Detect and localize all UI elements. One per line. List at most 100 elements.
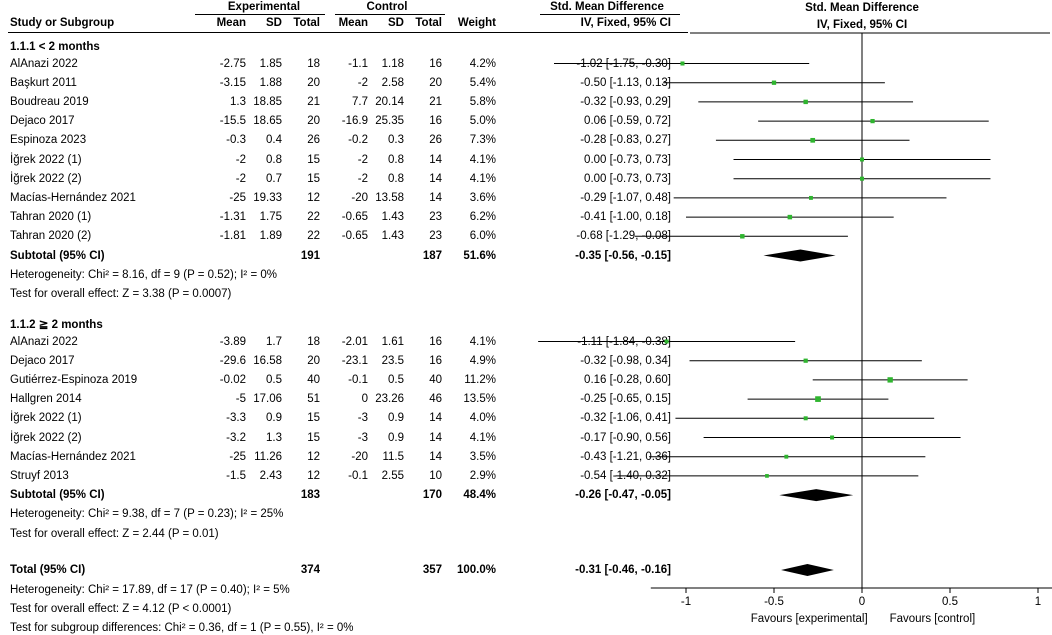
- experimental-sd: 0.4: [266, 134, 282, 147]
- weight: 2.9%: [469, 469, 496, 482]
- experimental-mean: -2: [235, 172, 246, 185]
- header-experimental-rule: [195, 14, 325, 15]
- heterogeneity: Heterogeneity: Chi² = 9.38, df = 7 (P = …: [10, 508, 284, 521]
- control-sd: 1.18: [381, 57, 404, 70]
- experimental-total: 22: [307, 230, 320, 243]
- weight: 4.1%: [469, 153, 496, 166]
- control-mean: -23.1: [341, 354, 368, 367]
- weight: 4.1%: [469, 335, 496, 348]
- control-total: 23: [429, 230, 442, 243]
- subtotal-control-total: 187: [422, 249, 442, 262]
- effect-marker: [784, 454, 789, 459]
- control-mean: -0.1: [348, 469, 368, 482]
- experimental-sd: 1.85: [259, 57, 282, 70]
- weight: 13.5%: [463, 393, 496, 406]
- header-mean1: Mean: [216, 17, 246, 29]
- study-name: Struyf 2013: [10, 469, 69, 482]
- subtotal-ci: -0.35 [-0.56, -0.15]: [575, 249, 671, 262]
- effect-ci: -0.32 [-0.98, 0.34]: [580, 354, 671, 367]
- study-name: Dejaco 2017: [10, 115, 75, 128]
- control-sd: 0.8: [388, 172, 404, 185]
- header-control-rule: [335, 14, 445, 15]
- study-name: Macías-Hernández 2021: [10, 191, 136, 204]
- effect-marker: [803, 416, 808, 421]
- control-sd: 0.9: [388, 431, 404, 444]
- study-name: Espinoza 2023: [10, 134, 87, 147]
- header-sd2: SD: [388, 17, 404, 29]
- effect-ci: -0.43 [-1.21, 0.36]: [580, 450, 671, 463]
- effect-ci: -0.29 [-1.07, 0.48]: [580, 191, 671, 204]
- experimental-sd: 1.7: [266, 335, 282, 348]
- experimental-mean: -3.89: [219, 335, 246, 348]
- effect-marker: [803, 358, 808, 363]
- plot-subtitle: IV, Fixed, 95% CI: [817, 19, 907, 31]
- control-total: 23: [429, 211, 442, 224]
- control-total: 26: [429, 134, 442, 147]
- experimental-mean: -1.31: [219, 211, 246, 224]
- experimental-total: 51: [307, 393, 320, 406]
- experimental-sd: 17.06: [253, 393, 282, 406]
- study-name: Macías-Hernández 2021: [10, 450, 136, 463]
- study-name: Dejaco 2017: [10, 354, 75, 367]
- control-total: 14: [429, 153, 442, 166]
- control-mean: -2: [357, 172, 368, 185]
- experimental-total: 15: [307, 412, 320, 425]
- control-total: 14: [429, 431, 442, 444]
- effect-ci: 0.00 [-0.73, 0.73]: [584, 172, 671, 185]
- study-name: Boudreau 2019: [10, 95, 89, 108]
- effect-marker: [771, 80, 777, 85]
- weight: 4.0%: [469, 412, 496, 425]
- total-label: Total (95% CI): [10, 564, 86, 576]
- effect-ci: -0.50 [-1.13, 0.13]: [580, 76, 671, 89]
- weight: 6.0%: [469, 230, 496, 243]
- control-mean: -0.65: [341, 211, 368, 224]
- effect-ci: 0.00 [-0.73, 0.73]: [584, 153, 671, 166]
- control-mean: 0: [361, 393, 368, 406]
- control-total: 16: [429, 115, 442, 128]
- effect-ci: -0.25 [-0.65, 0.15]: [580, 393, 671, 406]
- header-smd-column: Std. Mean Difference: [550, 1, 664, 13]
- weight: 4.1%: [469, 172, 496, 185]
- header-bottom-rule: [8, 32, 688, 33]
- experimental-total: 12: [307, 469, 320, 482]
- study-name: Başkurt 2011: [10, 76, 77, 89]
- total-ci: -0.31 [-0.46, -0.16]: [575, 564, 671, 576]
- control-total: 16: [429, 354, 442, 367]
- study-name: İğrek 2022 (1): [10, 153, 82, 166]
- control-mean: -1.1: [348, 57, 368, 70]
- effect-marker: [859, 157, 865, 162]
- study-name: İğrek 2022 (2): [10, 172, 82, 185]
- experimental-total: 18: [307, 335, 320, 348]
- experimental-mean: -0.3: [226, 134, 246, 147]
- experimental-total: 12: [307, 450, 320, 463]
- study-name: AlAnazi 2022: [10, 335, 78, 348]
- experimental-total: 20: [307, 354, 320, 367]
- x-tick-label: 0: [859, 596, 865, 608]
- control-sd: 25.35: [375, 115, 404, 128]
- weight: 7.3%: [469, 134, 496, 147]
- study-name: Hallgren 2014: [10, 393, 82, 406]
- control-sd: 13.58: [375, 191, 404, 204]
- control-sd: 0.5: [388, 373, 404, 386]
- experimental-mean: -29.6: [219, 354, 246, 367]
- control-mean: -0.1: [348, 373, 368, 386]
- control-sd: 11.5: [382, 450, 404, 463]
- header-total2: Total: [415, 17, 442, 29]
- experimental-mean: -25: [229, 191, 246, 204]
- effect-marker: [664, 339, 669, 344]
- experimental-sd: 0.5: [266, 373, 282, 386]
- study-name: Tahran 2020 (1): [10, 211, 92, 224]
- effect-ci: -0.17 [-0.90, 0.56]: [580, 431, 671, 444]
- control-total: 14: [429, 450, 442, 463]
- control-sd: 1.61: [381, 335, 404, 348]
- experimental-mean: -0.02: [219, 373, 246, 386]
- experimental-total: 21: [307, 95, 320, 108]
- weight: 5.8%: [469, 95, 496, 108]
- header-experimental: Experimental: [227, 1, 301, 13]
- total-control-total: 357: [422, 564, 442, 576]
- favours-experimental-label: Favours [experimental]: [751, 613, 868, 625]
- experimental-mean: -3.15: [219, 76, 246, 89]
- total-overall-effect: Test for overall effect: Z = 4.12 (P < 0…: [10, 603, 232, 615]
- subtotal-weight: 51.6%: [463, 249, 496, 262]
- experimental-sd: 0.7: [266, 172, 282, 185]
